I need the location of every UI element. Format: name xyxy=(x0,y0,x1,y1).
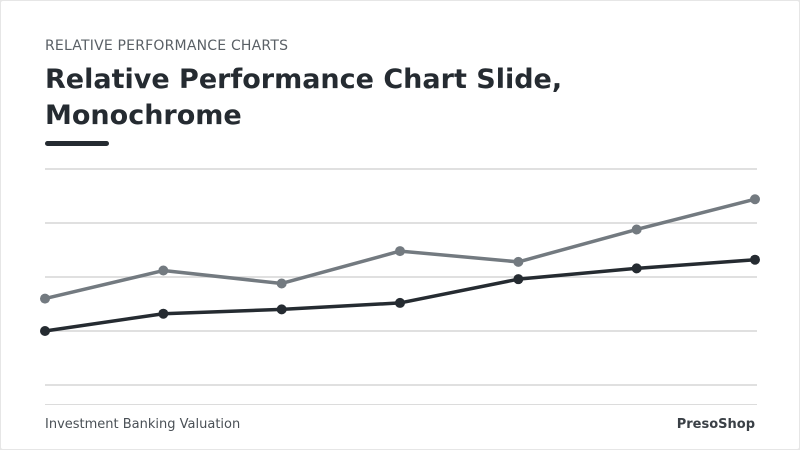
series-point-2 xyxy=(40,326,50,336)
series-point-2 xyxy=(750,254,760,265)
title-accent-bar xyxy=(45,141,109,146)
eyebrow-label: RELATIVE PERFORMANCE CHARTS xyxy=(45,38,289,54)
series-line-2 xyxy=(43,257,757,333)
series-point-1 xyxy=(395,246,405,257)
series-point-1 xyxy=(631,224,642,235)
series-point-2 xyxy=(276,304,287,315)
series-point-1 xyxy=(513,256,524,267)
series-point-2 xyxy=(513,274,524,285)
footer-brand: PresoShop xyxy=(676,417,755,432)
series-point-1 xyxy=(40,293,50,304)
slide-title: Relative Performance Chart Slide, Monoch… xyxy=(45,64,563,131)
series-point-2 xyxy=(158,308,169,319)
series-point-2 xyxy=(395,297,405,308)
series-point-1 xyxy=(158,265,169,276)
footer-divider xyxy=(45,404,757,405)
footer-left-text: Investment Banking Valuation xyxy=(45,417,241,432)
series-point-2 xyxy=(631,263,642,274)
series-point-1 xyxy=(750,194,760,205)
series-point-1 xyxy=(276,278,287,289)
